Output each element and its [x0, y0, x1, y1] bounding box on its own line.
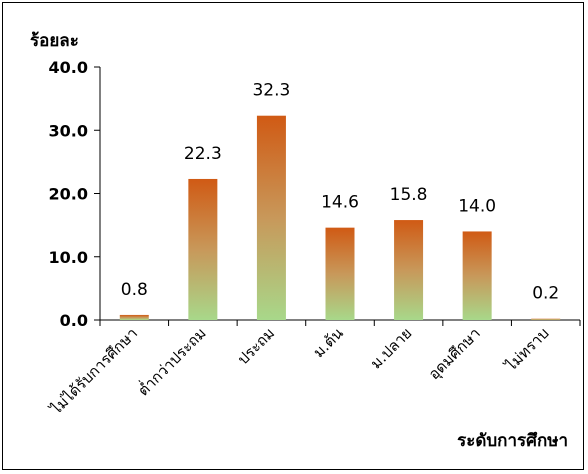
- data-label: 0.2: [532, 284, 559, 304]
- y-tick-label: 10.0: [49, 248, 88, 267]
- bar: [531, 318, 561, 320]
- y-tick-label: 20.0: [49, 185, 88, 204]
- y-tick-label: 30.0: [49, 121, 88, 140]
- data-label: 15.8: [390, 185, 428, 205]
- category-label: ม.ปลาย: [367, 324, 416, 373]
- data-label: 0.8: [121, 280, 148, 300]
- data-label: 14.0: [458, 196, 496, 216]
- data-label: 32.3: [252, 81, 290, 101]
- category-label: ม.ต้น: [310, 324, 347, 361]
- data-label: 22.3: [184, 144, 222, 164]
- bar: [119, 314, 149, 320]
- y-axis-label: ร้อยละ: [30, 31, 79, 51]
- y-tick-label: 0.0: [60, 311, 88, 330]
- category-label: ต่ำกว่าประถม: [133, 323, 210, 400]
- y-ticks: 0.0 10.0 20.0 30.0 40.0: [49, 58, 100, 330]
- bar: [394, 220, 424, 320]
- y-tick-label: 40.0: [49, 58, 88, 77]
- data-label: 14.6: [321, 193, 359, 213]
- category-label: ประถม: [234, 324, 278, 368]
- bar: [188, 178, 218, 320]
- data-labels: 0.8 22.3 32.3 14.6 15.8 14.0 0.2: [121, 81, 559, 304]
- bar: [462, 231, 492, 320]
- bar: [256, 115, 286, 320]
- x-axis-label: ระดับการศึกษา: [457, 431, 568, 451]
- category-label: ไม่ได้รับการศึกษา: [47, 324, 142, 419]
- bars: [119, 115, 561, 320]
- bar: [325, 227, 355, 320]
- category-label: อุดมศึกษา: [425, 324, 485, 384]
- category-label: ไม่ทราบ: [501, 324, 552, 375]
